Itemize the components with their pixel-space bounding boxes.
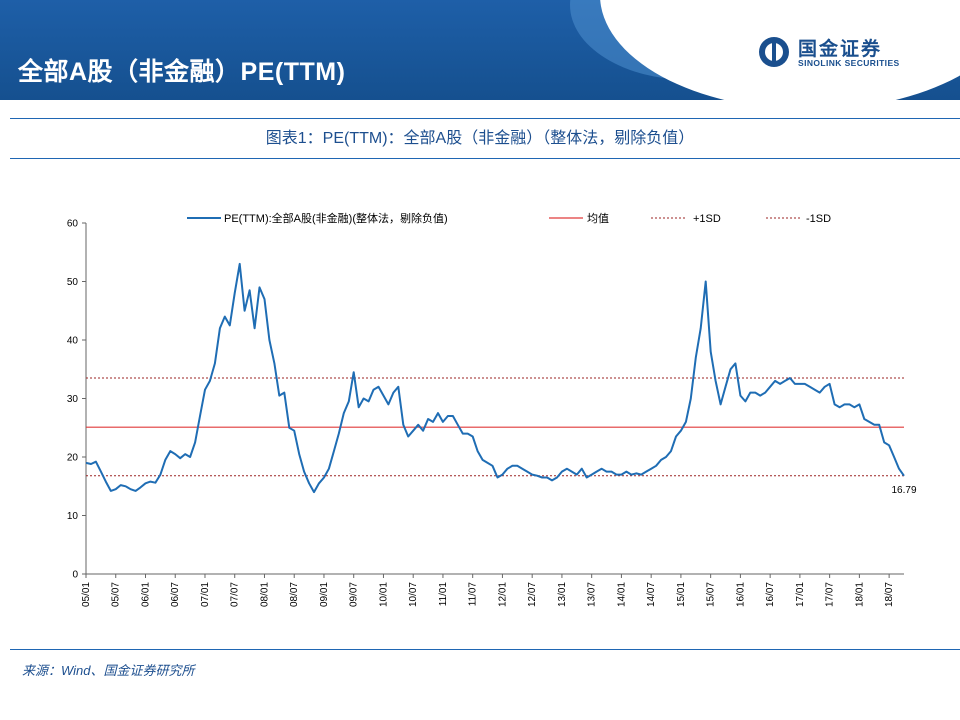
x-tick-label: 11/07 [468,582,479,607]
x-tick-label: 11/01 [438,582,449,607]
x-tick-label: 15/01 [676,582,687,607]
x-tick-label: 06/07 [170,582,181,607]
source-note: 来源：Wind、国金证券研究所 [22,663,195,678]
x-tick-label: 18/07 [884,582,895,607]
x-tick-label: 08/01 [259,582,270,607]
x-tick-label: 05/07 [111,582,122,607]
x-tick-label: 13/07 [587,582,598,607]
y-tick-label: 20 [67,453,79,464]
x-tick-label: 18/01 [854,582,865,607]
x-tick-label: 14/07 [646,582,657,607]
chart-title: 图表1：PE(TTM)：全部A股（非金融）（整体法，剔除负值） [265,130,695,147]
x-tick-label: 15/07 [706,582,717,607]
title-rule-bottom [10,158,960,159]
logo-text-cn: 国金证券 [798,39,883,60]
legend-label-mean: 均值 [587,212,609,225]
x-tick-label: 10/01 [378,582,389,607]
x-tick-label: 10/07 [408,582,419,607]
x-tick-label: 14/01 [616,582,627,607]
x-tick-label: 08/07 [289,582,300,607]
y-tick-label: 50 [67,277,79,288]
x-tick-label: 16/07 [765,582,776,607]
legend-label-plus-sd: +1SD [693,213,721,225]
y-tick-label: 60 [67,219,79,230]
x-tick-label: 12/07 [527,582,538,607]
y-tick-label: 10 [67,511,79,522]
y-tick-label: 40 [67,336,79,347]
y-tick-label: 30 [67,394,79,405]
page-title: 全部A股（非金融）PE(TTM) [18,58,346,86]
source-rule [10,649,960,650]
x-tick-label: 17/07 [825,582,836,607]
y-tick-label: 0 [72,570,78,581]
x-tick-label: 13/01 [557,582,568,607]
x-tick-label: 09/07 [349,582,360,607]
logo-text-en: SINOLINK SECURITIES [798,58,900,68]
x-tick-label: 09/01 [319,582,330,607]
x-tick-label: 07/01 [200,582,211,607]
x-tick-label: 06/01 [140,582,151,607]
logo-mark-icon [759,37,789,67]
pe-series-line [85,262,905,494]
legend-label-minus-sd: -1SD [806,213,831,225]
x-tick-label: 05/01 [81,582,92,607]
company-logo: 国金证券 SINOLINK SECURITIES [752,30,942,80]
title-rule-top [10,118,960,119]
x-tick-label: 16/01 [735,582,746,607]
header-banner: 全部A股（非金融）PE(TTM) 国金证券 SINOLINK SECURITIE… [0,0,960,100]
x-tick-label: 17/01 [795,582,806,607]
legend-label-series: PE(TTM):全部A股(非金融)(整体法，剔除负值) [224,211,448,225]
x-tick-label: 12/01 [497,582,508,607]
x-tick-label: 07/07 [230,582,241,607]
last-value-label: 16.79 [891,485,916,496]
